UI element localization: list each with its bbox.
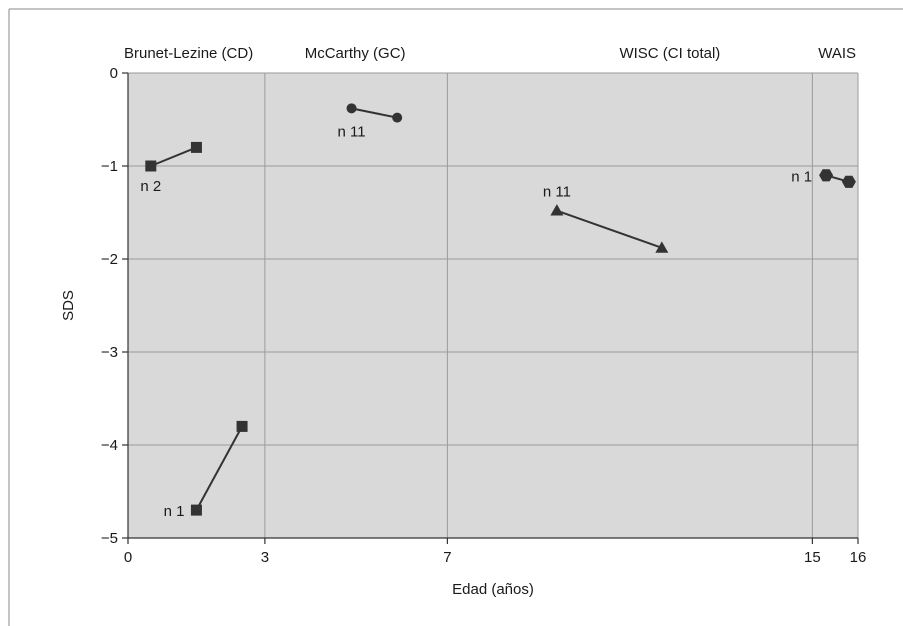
grid-lines: [128, 72, 859, 538]
series-line: [150, 146, 197, 167]
y-axis-title: SDS: [60, 290, 77, 321]
hexagon-marker: [841, 175, 856, 188]
axes: 0 −1 −2 −3 −4 −5 0 3 7 15 16: [101, 65, 866, 566]
data-series-group: n 1: [791, 168, 856, 188]
series-line: [556, 209, 663, 249]
series-line: [351, 107, 398, 119]
series-label: n 11: [338, 123, 366, 140]
x-tick-label: 3: [261, 549, 269, 566]
circle-marker: [392, 112, 403, 123]
series-line: [195, 425, 243, 511]
triangle-marker: [655, 241, 669, 253]
series-label: n 2: [140, 178, 161, 195]
y-tick-label: 0: [110, 65, 118, 82]
data-series-group: n 11: [338, 103, 403, 140]
x-tick-label: 0: [124, 549, 132, 566]
section-labels: Brunet-Lezine (CD) McCarthy (GC) WISC (CI …: [124, 45, 856, 62]
section-label: WAIS: [818, 45, 856, 62]
square-marker: [236, 420, 248, 432]
section-label: McCarthy (GC): [305, 45, 406, 62]
x-tick-label: 7: [443, 549, 451, 566]
triangle-marker: [550, 204, 564, 216]
x-tick-label: 16: [850, 549, 867, 566]
square-marker: [145, 160, 157, 172]
circle-marker: [346, 103, 357, 114]
square-marker: [190, 141, 202, 153]
y-tick-label: −1: [101, 158, 118, 175]
y-tick-label: −3: [101, 344, 118, 361]
series-label: n 11: [543, 184, 571, 201]
plot-area: [128, 73, 858, 538]
x-axis-title: Edad (años): [452, 581, 534, 598]
section-label: Brunet-Lezine (CD): [124, 45, 253, 62]
y-tick-label: −5: [101, 530, 118, 547]
x-tick-label: 15: [804, 549, 821, 566]
square-marker: [190, 504, 202, 516]
data-series-group: n 2: [140, 141, 202, 195]
data-series-group: n 1: [164, 420, 248, 520]
series-label: n 1: [791, 168, 812, 185]
series-label: n 1: [164, 503, 185, 520]
y-tick-label: −2: [101, 251, 118, 268]
hexagon-marker: [819, 169, 834, 182]
y-tick-label: −4: [101, 437, 118, 454]
section-label: WISC (CI total): [619, 45, 720, 62]
data-series-group: n 11: [543, 184, 669, 253]
data-series: n 2 n 1 n 11 n 11 n 1: [140, 103, 856, 520]
